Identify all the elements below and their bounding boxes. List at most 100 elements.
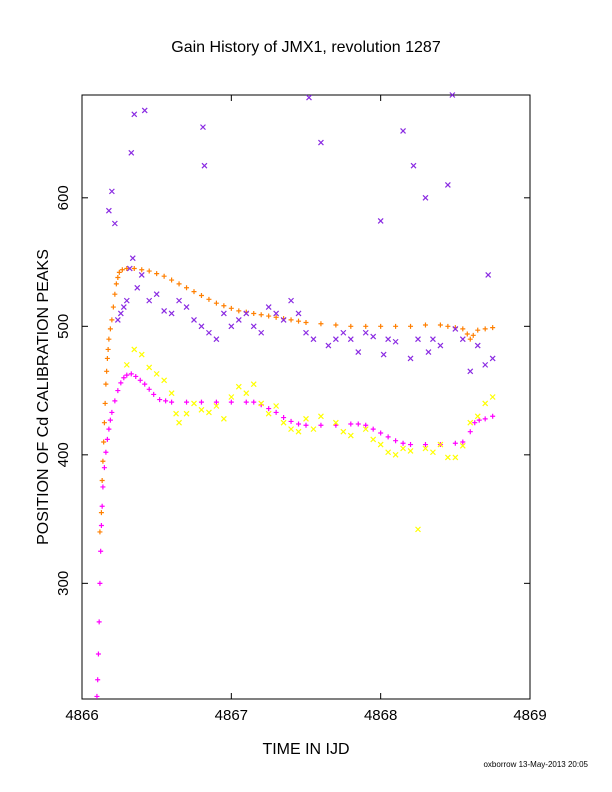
data-point — [183, 304, 190, 310]
data-point — [109, 317, 115, 323]
data-point — [243, 390, 250, 397]
data-point — [104, 436, 110, 442]
data-point — [176, 281, 182, 287]
data-point — [452, 440, 458, 446]
data-point — [206, 409, 212, 416]
data-point — [105, 207, 112, 214]
data-point — [101, 439, 107, 445]
data-point — [303, 415, 309, 422]
data-point — [138, 271, 145, 278]
data-point — [485, 271, 492, 278]
data-point — [273, 314, 279, 320]
data-point — [161, 377, 168, 384]
data-point — [124, 265, 130, 271]
data-point — [95, 651, 101, 657]
data-point — [121, 375, 127, 381]
data-point — [99, 478, 105, 484]
data-point — [430, 449, 436, 456]
data-point — [104, 355, 110, 361]
data-point — [157, 397, 163, 403]
data-point — [348, 421, 354, 427]
data-point — [325, 342, 332, 349]
data-point — [303, 422, 309, 428]
data-point — [176, 297, 182, 304]
data-point — [362, 426, 369, 433]
data-point — [111, 220, 118, 227]
data-point — [134, 284, 141, 291]
data-point — [273, 310, 280, 317]
data-point — [400, 440, 406, 446]
data-point — [220, 310, 227, 317]
data-point — [100, 458, 106, 464]
data-point — [363, 323, 369, 329]
data-point — [408, 323, 414, 329]
data-point — [340, 428, 347, 435]
data-point — [318, 422, 324, 428]
data-point — [410, 162, 417, 169]
data-point — [332, 419, 339, 426]
data-point — [482, 400, 489, 407]
data-point — [97, 580, 103, 586]
x-tick-label: 4869 — [513, 707, 546, 724]
data-point — [206, 296, 212, 302]
data-point — [318, 139, 324, 146]
data-point — [295, 428, 302, 435]
data-point — [288, 426, 294, 433]
data-point — [370, 333, 377, 340]
data-point — [370, 426, 376, 432]
data-point — [107, 326, 113, 332]
data-point — [464, 331, 470, 337]
data-point — [467, 336, 473, 342]
data-point — [131, 265, 137, 271]
x-ticks: 4866 4867 4868 4869 — [65, 95, 547, 724]
data-point — [363, 422, 369, 428]
data-point — [467, 429, 473, 435]
data-point — [236, 308, 242, 314]
data-point — [183, 410, 190, 417]
data-point — [310, 426, 317, 433]
data-points — [94, 92, 496, 699]
data-point — [235, 316, 242, 323]
data-point — [243, 399, 249, 405]
data-point — [169, 277, 175, 283]
chart-title: Gain History of JMX1, revolution 1287 — [171, 39, 441, 56]
data-point — [213, 336, 220, 343]
data-point — [377, 218, 384, 224]
data-point — [265, 410, 272, 417]
data-point — [400, 128, 406, 134]
data-point — [221, 303, 227, 309]
data-point — [378, 323, 384, 329]
data-point — [407, 355, 414, 362]
data-point — [133, 373, 139, 379]
data-point — [105, 346, 111, 352]
data-point — [385, 336, 392, 343]
data-point — [444, 454, 451, 461]
data-point — [100, 484, 106, 490]
data-point — [198, 323, 205, 330]
data-point — [467, 419, 474, 426]
data-point — [470, 332, 476, 338]
data-point — [296, 318, 302, 324]
data-point — [191, 400, 197, 407]
data-point — [250, 323, 257, 330]
data-point — [430, 336, 436, 343]
series-2 — [123, 346, 496, 533]
data-point — [213, 300, 219, 306]
data-point — [445, 323, 451, 329]
data-point — [173, 410, 180, 417]
data-point — [437, 342, 444, 349]
data-point — [113, 281, 119, 287]
data-point — [129, 255, 136, 262]
data-point — [235, 383, 242, 390]
data-point — [422, 445, 429, 452]
data-point — [153, 291, 160, 298]
data-point — [115, 274, 121, 280]
data-point — [251, 399, 257, 405]
data-point — [119, 267, 125, 273]
data-point — [393, 438, 399, 444]
data-point — [95, 677, 101, 683]
data-point — [407, 448, 414, 454]
data-point — [184, 285, 190, 291]
data-point — [123, 361, 130, 368]
data-point — [303, 329, 309, 336]
